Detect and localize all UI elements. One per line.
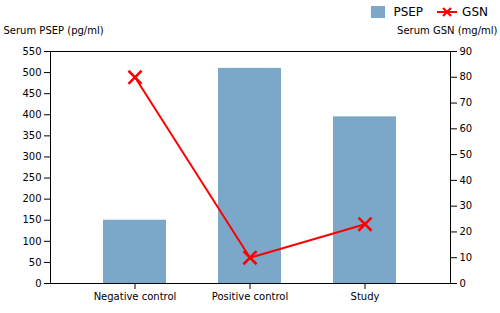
- svg-text:10: 10: [460, 252, 473, 263]
- svg-text:Serum PSEP (pg/ml): Serum PSEP (pg/ml): [4, 25, 104, 36]
- svg-text:70: 70: [460, 97, 473, 108]
- svg-text:450: 450: [22, 88, 41, 99]
- svg-text:30: 30: [460, 200, 473, 211]
- svg-text:20: 20: [460, 226, 473, 237]
- svg-text:150: 150: [22, 214, 41, 225]
- svg-text:550: 550: [22, 46, 41, 57]
- svg-text:200: 200: [22, 193, 41, 204]
- svg-text:Positive control: Positive control: [212, 291, 288, 302]
- svg-text:250: 250: [22, 172, 41, 183]
- svg-text:350: 350: [22, 130, 41, 141]
- svg-text:0: 0: [35, 278, 41, 289]
- svg-text:Serum GSN (mg/ml): Serum GSN (mg/ml): [397, 25, 498, 36]
- svg-text:300: 300: [22, 151, 41, 162]
- svg-text:500: 500: [22, 67, 41, 78]
- svg-text:90: 90: [460, 46, 473, 57]
- html-text:PSEP: PSEP: [393, 4, 424, 19]
- svg-text:Study: Study: [351, 291, 380, 302]
- svg-text:100: 100: [22, 236, 41, 247]
- svg-text:Negative control: Negative control: [94, 291, 177, 302]
- svg-text:50: 50: [29, 257, 42, 268]
- svg-text:0: 0: [460, 278, 466, 289]
- svg-text:60: 60: [460, 123, 473, 134]
- svg-text:50: 50: [460, 149, 473, 160]
- svg-text:400: 400: [22, 109, 41, 120]
- svg-text:40: 40: [460, 175, 473, 186]
- html-text:GSN: GSN: [462, 4, 488, 19]
- svg-text:80: 80: [460, 71, 473, 82]
